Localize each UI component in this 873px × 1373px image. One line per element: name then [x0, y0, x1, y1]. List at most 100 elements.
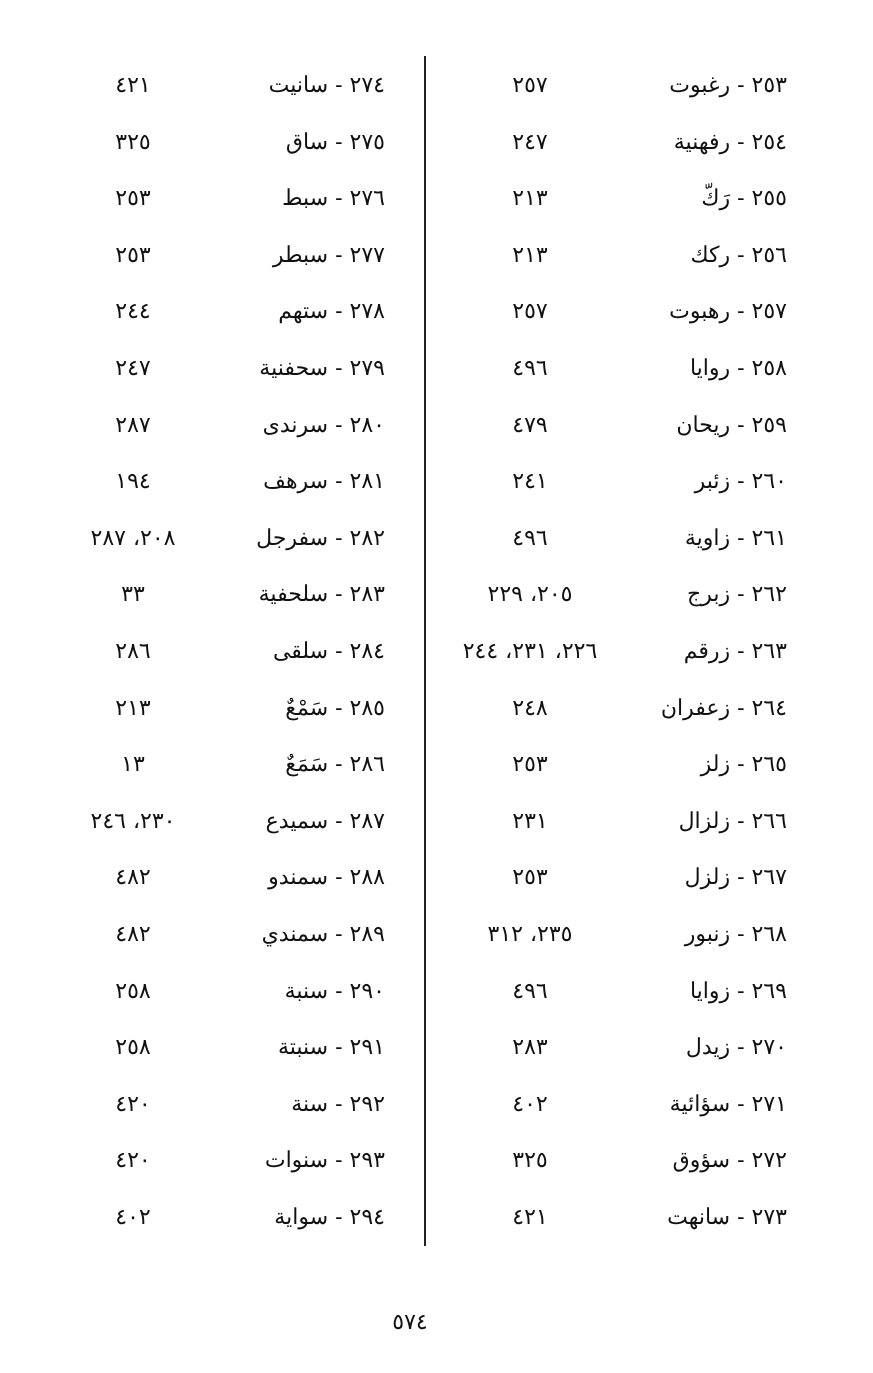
index-page-refs: ٢١٣ — [115, 695, 151, 721]
index-entry: ٢٩٤ - سواية ٤٠٢ — [0, 1198, 385, 1238]
index-entry: ٢٧٤ - سانيت ٤٢١ — [0, 66, 385, 106]
page-number: ٥٧٤ — [392, 1310, 428, 1335]
index-term: ٢٧٢ - سؤوق — [672, 1148, 787, 1174]
index-entry: ٢٧١ - سؤائية ٤٠٢ — [0, 1085, 787, 1125]
index-entry: ٢٦٩ - زوايا ٤٩٦ — [0, 972, 787, 1012]
index-entry: ٢٦٧ - زلزل ٢٥٣ — [0, 858, 787, 898]
index-page-refs: ٤٢١ — [512, 1205, 548, 1230]
index-page-refs: ٤٧٩ — [512, 412, 548, 438]
index-term: ٢٩٣ - سنوات — [264, 1148, 385, 1174]
index-page-refs: ٢٤٨ — [512, 695, 548, 721]
index-entry: ٢٨٩ - سمندي ٤٨٢ — [0, 915, 385, 955]
index-term: ٢٩٤ - سواية — [274, 1205, 385, 1230]
index-entry: ٢٦٤ - زعفران ٢٤٨ — [0, 689, 787, 729]
index-page-refs: ٣٢٥ — [115, 129, 151, 155]
index-page-refs: ٢١٣ — [512, 186, 548, 212]
index-page-refs: ٢٥٣ — [512, 865, 548, 891]
index-entry: ٢٥٥ - رَكّ ٢١٣ — [0, 179, 787, 219]
index-page-refs: ٢٥٣ — [115, 242, 151, 268]
index-entry: ٢٧٨ - ستهم ٢٤٤ — [0, 292, 385, 332]
index-term: ٢٧٦ - سبط — [282, 186, 385, 212]
index-page-refs: ٢٨٧ — [115, 412, 151, 438]
index-page-refs: ١٣ — [121, 752, 145, 778]
index-entry: ٢٧٧ - سبطر ٢٥٣ — [0, 236, 385, 276]
index-term: ٢٧٣ - سانهت — [667, 1205, 787, 1230]
index-entry: ٢٥٤ - رفهنية ٢٤٧ — [0, 123, 787, 163]
index-term: ٢٥٤ - رفهنية — [673, 129, 787, 155]
index-page-refs: ٢٥٨ — [115, 978, 151, 1004]
index-term: ٢٩٢ - سنة — [291, 1091, 385, 1117]
index-entry: ٢٦١ - زاوية ٤٩٦ — [0, 519, 787, 559]
index-term: ٢٨٢ - سفرجل — [256, 525, 385, 551]
index-page-refs: ٢٥٣ — [115, 186, 151, 212]
index-entry: ٢٥٧ - رهبوت ٢٥٧ — [0, 292, 787, 332]
index-term: ٢٧٧ - سبطر — [272, 242, 385, 268]
index-entry: ٢٥٨ - روايا ٤٩٦ — [0, 349, 787, 389]
index-entry: ٢٦٣ - زرقم ٢٢٦، ٢٣١، ٢٤٤ — [0, 632, 787, 672]
index-term: ٢٧١ - سؤائية — [669, 1091, 787, 1117]
index-page-refs: ٢٠٥، ٢٢٩ — [487, 582, 573, 608]
index-page-refs: ٢٢٦، ٢٣١، ٢٤٤ — [462, 639, 598, 664]
index-page-refs: ٢٨٣ — [512, 1035, 548, 1061]
index-page-refs: ٤٢٠ — [115, 1148, 151, 1174]
index-page-refs: ٤٠٢ — [115, 1205, 151, 1230]
index-page-refs: ٤٩٦ — [512, 525, 548, 551]
index-page-refs: ١٩٤ — [115, 469, 151, 495]
index-entry: ٢٦٥ - زلز ٢٥٣ — [0, 745, 787, 785]
column-divider — [424, 56, 426, 1246]
index-term: ٢٦٥ - زلز — [700, 752, 787, 778]
index-term: ٢٦٧ - زلزل — [684, 865, 787, 891]
index-term: ٢٨٨ - سمندو — [268, 865, 385, 891]
index-entry: ٢٧٦ - سبط ٢٥٣ — [0, 179, 385, 219]
index-entry: ٢٧٣ - سانهت ٤٢١ — [0, 1198, 787, 1238]
index-entry: ٢٥٩ - ريحان ٤٧٩ — [0, 406, 787, 446]
index-entry: ٢٨٦ - سَمَعٌ ١٣ — [0, 745, 385, 785]
index-page-refs: ٢٨٦ — [115, 639, 151, 664]
index-term: ٢٥٣ - رغبوت — [669, 73, 787, 98]
index-entry: ٢٨١ - سرهف ١٩٤ — [0, 462, 385, 502]
index-page-refs: ٢٣٠، ٢٤٦ — [90, 808, 176, 834]
index-entry: ٢٦٠ - زئبر ٢٤١ — [0, 462, 787, 502]
index-term: ٢٧٤ - سانيت — [268, 73, 385, 98]
index-entry: ٢٨٤ - سلقى ٢٨٦ — [0, 632, 385, 672]
index-term: ٢٦١ - زاوية — [684, 525, 787, 551]
index-entry: ٢٧٢ - سؤوق ٣٢٥ — [0, 1141, 787, 1181]
index-term: ٢٥٩ - ريحان — [676, 412, 787, 438]
index-term: ٢٥٧ - رهبوت — [669, 299, 787, 325]
index-term: ٢٥٨ - روايا — [689, 356, 787, 381]
index-term: ٢٧٥ - ساق — [285, 129, 385, 155]
index-term: ٢٧٩ - سحفنية — [259, 356, 385, 381]
index-term: ٢٨٧ - سميدع — [265, 808, 385, 834]
index-entry: ٢٦٨ - زنبور ٢٣٥، ٣١٢ — [0, 915, 788, 955]
index-term: ٢٦٤ - زعفران — [660, 695, 787, 721]
index-entry: ٢٨٨ - سمندو ٤٨٢ — [0, 858, 385, 898]
index-page-refs: ٤٠٢ — [512, 1091, 548, 1117]
index-term: ٢٨٥ - سَمْعٌ — [285, 695, 385, 721]
index-entry: ٢٨٣ - سلحفية ٣٣ — [0, 575, 385, 615]
index-page-refs: ٢٤٧ — [512, 129, 548, 155]
index-entry: ٢٨٧ - سميدع ٢٣٠، ٢٤٦ — [0, 802, 386, 842]
index-term: ٢٨٣ - سلحفية — [258, 582, 385, 608]
index-page-refs: ٢٤٤ — [115, 299, 151, 325]
index-page-refs: ٢٤١ — [512, 469, 548, 495]
index-term: ٢٦٢ - زبرج — [687, 582, 787, 608]
index-entry: ٢٧٠ - زيدل ٢٨٣ — [0, 1028, 787, 1068]
index-term: ٢٩٠ - سنبة — [284, 978, 385, 1004]
index-entry: ٢٩٢ - سنة ٤٢٠ — [0, 1085, 385, 1125]
index-term: ٢٦٠ - زئبر — [694, 469, 787, 495]
index-term: ٢٦٨ - زنبور — [684, 922, 787, 947]
index-term: ٢٥٥ - رَكّ — [701, 186, 787, 212]
index-entry: ٢٥٦ - ركك ٢١٣ — [0, 236, 787, 276]
index-page-refs: ٤٩٦ — [512, 356, 548, 381]
index-term: ٢٧٨ - ستهم — [278, 299, 385, 325]
index-page-refs: ٣٣ — [121, 582, 145, 608]
index-entry: ٢٥٣ - رغبوت ٢٥٧ — [0, 66, 787, 106]
index-page-refs: ٤٨٢ — [115, 922, 151, 947]
index-entry: ٢٩٠ - سنبة ٢٥٨ — [0, 972, 385, 1012]
index-page-refs: ٤٢٠ — [115, 1091, 151, 1117]
index-page-refs: ٢٣١ — [512, 808, 548, 834]
index-page-refs: ٢١٣ — [512, 242, 548, 268]
index-entry: ٢٦٦ - زلزال ٢٣١ — [0, 802, 787, 842]
index-page-refs: ٢٥٧ — [512, 73, 548, 98]
index-entry: ٢٨٥ - سَمْعٌ ٢١٣ — [0, 689, 385, 729]
